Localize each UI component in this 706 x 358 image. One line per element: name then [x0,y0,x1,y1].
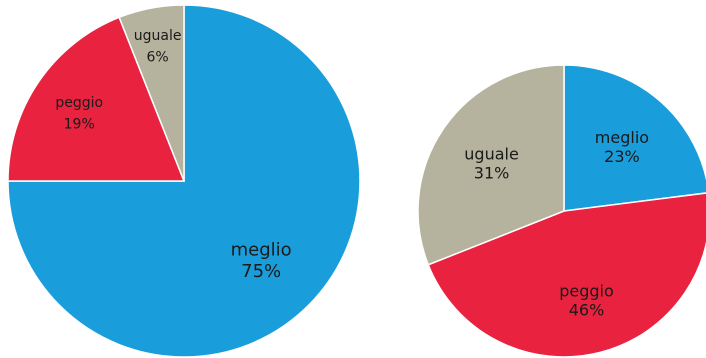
slice-value-peggio: 19% [64,117,95,133]
slice-label-meglio: meglio [595,128,649,147]
pie-slice-meglio [563,64,706,212]
slice-label-meglio: meglio [231,239,292,260]
slice-label-peggio: peggio [559,281,614,300]
pie-slice-uguale [417,64,565,266]
slice-label-uguale: uguale [464,144,519,163]
pie-slice-peggio [7,16,186,182]
pie-slice-peggio [427,192,706,358]
pie-slice-meglio [7,4,361,358]
slice-value-meglio: 75% [241,261,281,282]
slice-label-peggio: peggio [55,95,103,111]
slice-value-uguale: 31% [474,164,510,183]
slice-value-meglio: 23% [604,147,640,166]
slice-label-uguale: uguale [134,28,182,44]
slice-value-peggio: 46% [569,300,605,319]
slice-value-uguale: 6% [147,50,169,66]
pie-slice-uguale [118,4,185,182]
